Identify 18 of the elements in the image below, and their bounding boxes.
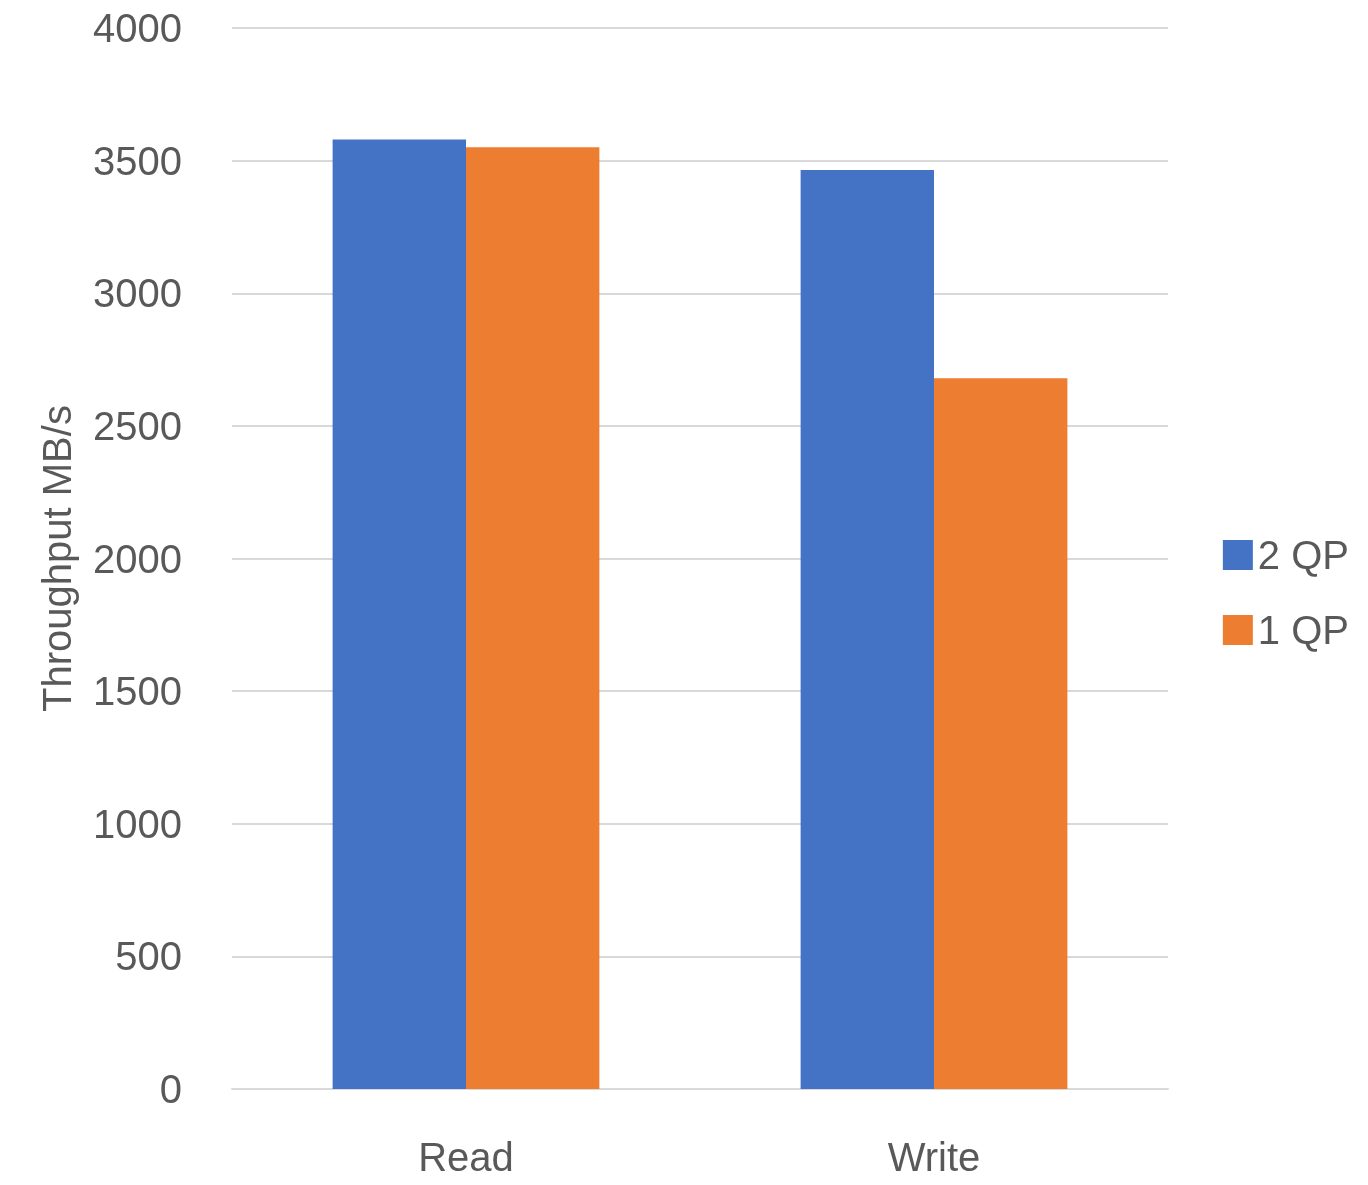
- bar: [332, 139, 466, 1089]
- y-tick-label: 500: [115, 934, 182, 979]
- y-tick-label: 0: [159, 1067, 182, 1111]
- y-tick-label: 2500: [93, 403, 182, 448]
- bar: [934, 378, 1068, 1089]
- x-tick-label: Write: [887, 1135, 981, 1179]
- x-tick-label: Read: [418, 1135, 514, 1179]
- y-axis-title: Throughput MB/s: [35, 405, 79, 712]
- bar: [466, 147, 600, 1089]
- y-tick-label: 1000: [93, 801, 182, 846]
- legend-label: 2 QP: [1257, 533, 1349, 577]
- y-tick-label: 4000: [93, 6, 182, 50]
- y-tick-label: 1500: [93, 669, 182, 714]
- legend-label: 1 QP: [1257, 608, 1349, 652]
- y-tick-label: 3000: [93, 271, 182, 316]
- bar: [800, 169, 934, 1089]
- y-tick-label: 3500: [93, 138, 182, 183]
- y-tick-label: 2000: [93, 536, 182, 581]
